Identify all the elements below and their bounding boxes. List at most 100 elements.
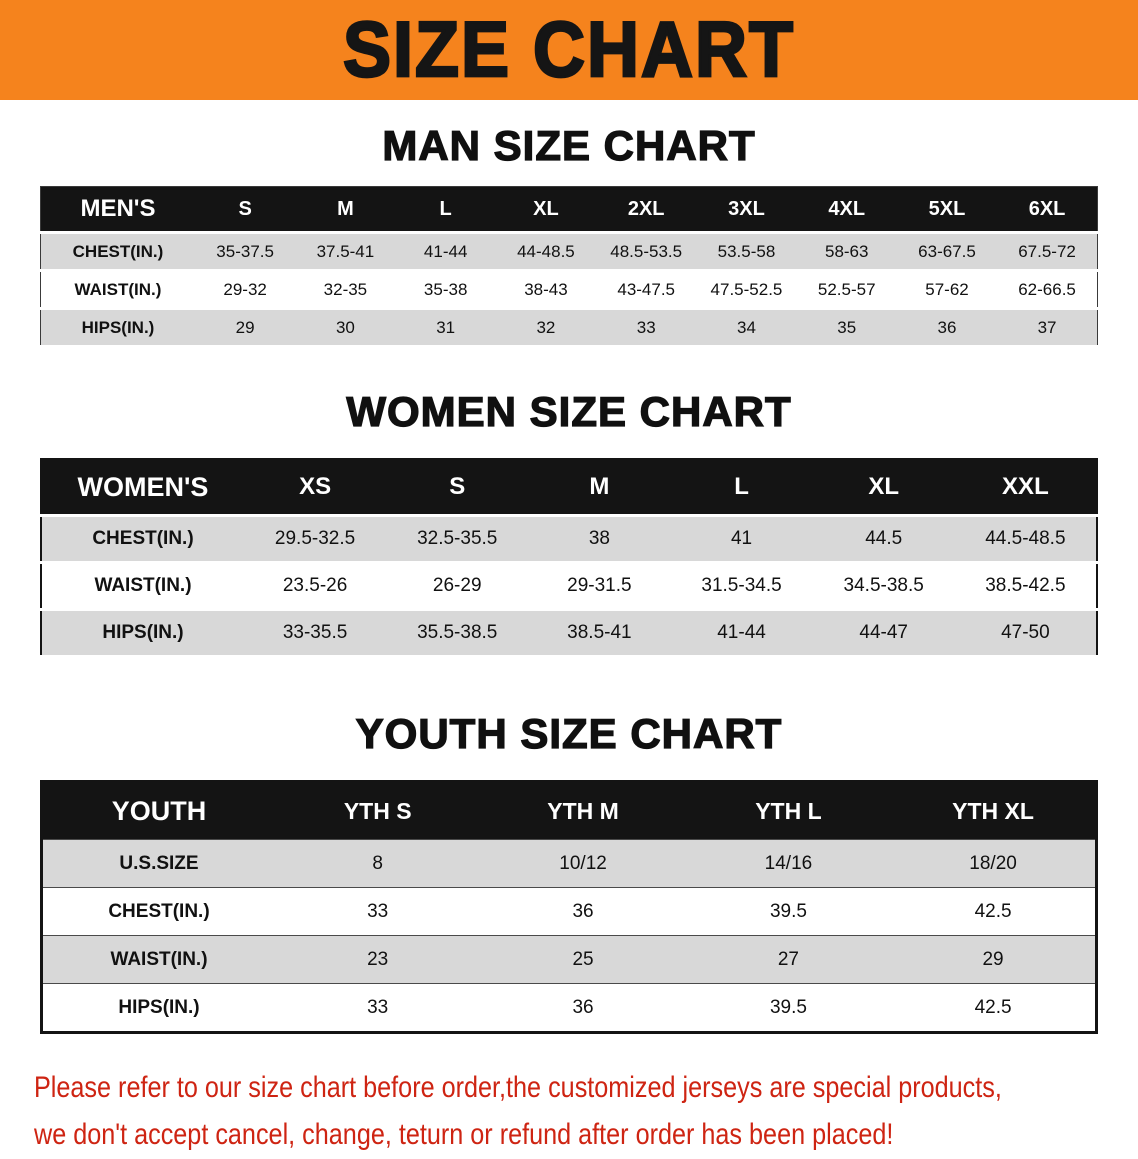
size-column-header: 4XL [796,186,897,233]
size-value-cell: 23 [367,948,389,970]
size-value-cell: 36 [572,900,594,922]
table-header-row: MEN'S S M L XL 2XL 3XL 4XL 5XL 6XL [40,186,1098,233]
size-column-header: XS [244,459,387,516]
size-value-cell: 31 [436,317,456,337]
size-value-cell: 32 [536,317,556,337]
size-value-cell: 29 [982,948,1004,970]
size-value-cell: 33-35.5 [282,622,348,643]
disclaimer: Please refer to our size chart before or… [0,1064,1138,1159]
men-size-section: MAN SIZE CHART MEN'S S M L XL 2XL 3XL 4XL 5XL 6XL… [0,100,1138,348]
size-value-cell: 38-43 [524,279,568,299]
youth-section-heading: YOUTH SIZE CHART [355,709,783,757]
size-value-cell: 44-47 [859,622,908,643]
size-value-cell: 41 [730,528,753,549]
size-value-cell: 34 [737,317,756,337]
size-column-header: XL [812,459,955,516]
table-header-row: WOMEN'S XS S M L XL XXL [41,459,1097,516]
size-value-cell: 38 [588,528,610,549]
size-value-cell: 48.5-53.5 [610,241,683,261]
size-value-cell: 42.5 [974,996,1012,1018]
row-label: U.S.SIZE [119,852,199,874]
size-value-cell: 35.5-38.5 [417,622,498,643]
row-label: WAIST(IN.) [74,279,162,299]
size-column-header: YTH XL [891,781,1097,840]
size-value-cell: 41-44 [717,622,766,643]
size-value-cell: 30 [335,317,355,337]
table-row: U.S.SIZE 8 10/12 14/16 18/20 [41,839,1097,888]
size-table: YOUTH YTH S YTH M YTH L YTH XL U.S.SIZE 8 10/12… [40,780,1098,1034]
size-value-cell: 23.5-26 [282,575,348,596]
size-column-header: 6XL [997,186,1098,233]
women-size-section: WOMEN SIZE CHART WOMEN'S XS S M L XL XXL CHEST(… [0,348,1138,658]
size-value-cell: 42.5 [974,900,1012,922]
size-column-header: YTH L [685,781,892,840]
men-size-table: MEN'S S M L XL 2XL 3XL 4XL 5XL 6XL CHEST(IN.) 35-37… [40,186,1098,348]
size-column-header: YTH S [275,781,481,840]
size-column-header: L [395,186,496,233]
size-value-cell: 43-47.5 [617,279,676,299]
size-value-cell: 36 [937,317,957,337]
size-value-cell: 47.5-52.5 [710,279,783,299]
size-value-cell: 10/12 [559,852,607,874]
table-row: HIPS(IN.) 29 30 31 32 33 34 35 36 37 [40,308,1098,347]
size-value-cell: 67.5-72 [1018,241,1076,261]
size-value-cell: 57-62 [925,279,969,299]
banner: SIZE CHART [0,0,1138,100]
size-value-cell: 33 [367,900,389,922]
size-value-cell: 38.5-41 [567,622,632,643]
size-value-cell: 33 [636,317,656,337]
size-value-cell: 29 [235,317,255,337]
size-value-cell: 63-67.5 [918,241,976,261]
row-label: CHEST(IN.) [72,241,164,261]
size-value-cell: 29-31.5 [567,575,632,596]
size-value-cell: 18/20 [969,852,1017,874]
size-column-header: 3XL [696,186,797,233]
size-value-cell: 53.5-58 [717,241,776,261]
size-value-cell: 38.5-42.5 [985,575,1066,596]
size-column-header: 2XL [596,186,697,233]
size-value-cell: 37.5-41 [316,241,375,261]
size-value-cell: 31.5-34.5 [701,575,782,596]
size-column-header: XL [495,186,597,233]
table-row: WAIST(IN.) 23.5-26 26-29 29-31.5 31.5-34.5 34… [41,562,1097,610]
size-value-cell: 8 [372,852,383,874]
row-label: HIPS(IN.) [81,317,155,337]
size-value-cell: 29.5-32.5 [274,528,356,549]
row-label: CHEST(IN.) [92,528,194,549]
size-value-cell: 35-38 [423,279,468,299]
size-value-cell: 27 [777,948,799,970]
size-value-cell: 33 [367,996,389,1018]
women-section-heading: WOMEN SIZE CHART [346,387,792,435]
size-value-cell: 35-37.5 [216,241,274,261]
table-row: HIPS(IN.) 33 36 39.5 42.5 [41,983,1097,1033]
table-row: CHEST(IN.) 29.5-32.5 32.5-35.5 38 41 44.5 44.5… [41,515,1097,563]
size-value-cell: 26-29 [432,575,482,596]
size-value-cell: 14/16 [764,852,813,874]
size-column-header: S [386,459,529,516]
size-column-header: S [195,186,296,233]
size-column-header: M [295,186,396,233]
size-value-cell: 35 [837,317,857,337]
size-column-header: 5XL [896,186,998,233]
size-column-header: XXL [954,459,1097,516]
size-value-cell: 32-35 [323,279,368,299]
size-value-cell: 29-32 [223,279,267,299]
table-corner-label: WOMEN'S [41,459,244,516]
row-label: WAIST(IN.) [94,575,192,596]
size-value-cell: 36 [572,996,594,1018]
youth-size-section: YOUTH SIZE CHART YOUTH YTH S YTH M YTH L YTH… [0,658,1138,1034]
size-value-cell: 32.5-35.5 [417,528,498,549]
table-row: WAIST(IN.) 23 25 27 29 [41,935,1097,984]
size-column-header: YTH M [480,781,686,840]
size-value-cell: 37 [1037,317,1057,337]
size-column-header: M [528,459,671,516]
size-column-header: L [670,459,813,516]
size-value-cell: 25 [572,948,594,970]
row-label: HIPS(IN.) [118,996,200,1018]
size-table: MEN'S S M L XL 2XL 3XL 4XL 5XL 6XL CHEST(IN.) 35-37… [40,186,1098,348]
size-value-cell: 39.5 [769,996,807,1018]
table-row: CHEST(IN.) 33 36 39.5 42.5 [41,887,1097,936]
table-row: CHEST(IN.) 35-37.5 37.5-41 41-44 44-48.5 48.5… [40,232,1098,271]
row-label: HIPS(IN.) [102,622,184,643]
